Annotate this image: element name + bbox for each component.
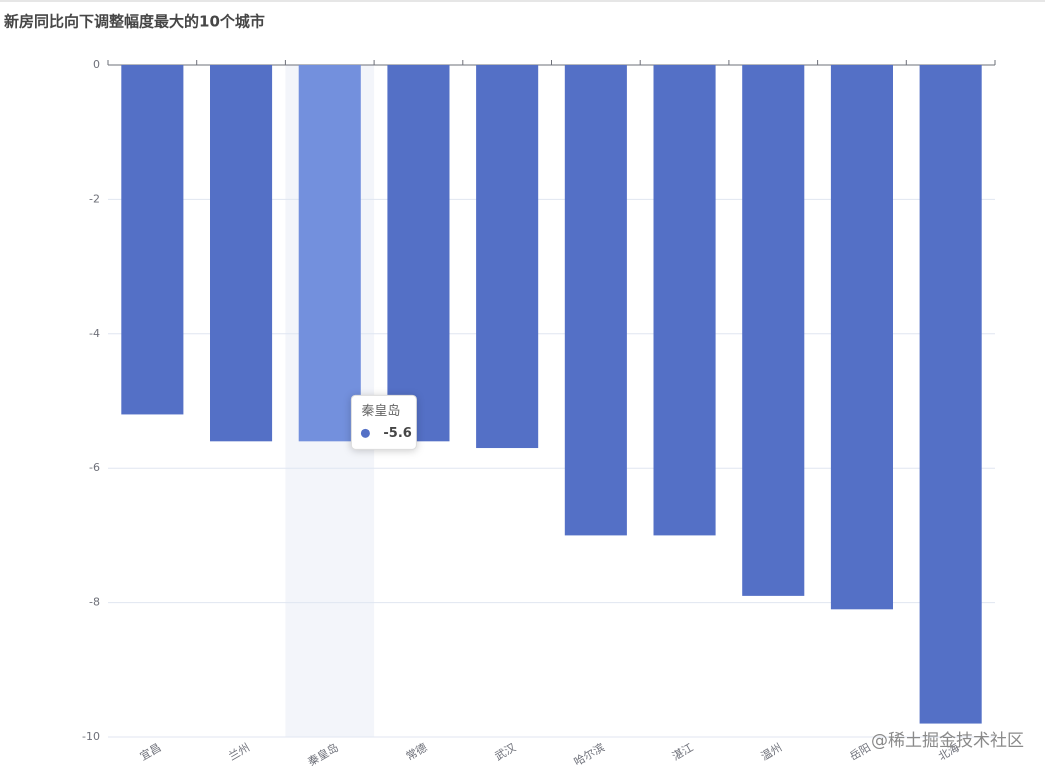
x-tick-label: 湛江	[670, 741, 696, 763]
x-tick-label: 常德	[403, 740, 429, 763]
tooltip-dot	[360, 428, 370, 438]
x-tick-label: 武汉	[493, 741, 519, 763]
bar	[564, 65, 627, 536]
y-tick-label: -8	[89, 596, 100, 609]
tooltip: 秦皇岛 -5.6	[350, 394, 417, 450]
watermark: @稀土掘金技术社区	[871, 731, 1024, 751]
bar	[476, 65, 539, 449]
bar	[830, 65, 893, 610]
bar	[742, 65, 805, 596]
top-border	[0, 0, 1045, 2]
bar	[919, 65, 982, 724]
chart-title: 新房同比向下调整幅度最大的10个城市	[4, 13, 265, 31]
bar	[387, 65, 450, 442]
bar	[653, 65, 716, 536]
y-tick-label: -4	[89, 327, 100, 340]
bar	[121, 65, 184, 415]
y-tick-label: -10	[82, 730, 100, 743]
y-tick-label: -2	[89, 192, 100, 205]
y-tick-label: -6	[89, 461, 100, 474]
x-tick-label: 秦皇岛	[305, 740, 341, 769]
y-tick-label: 0	[93, 58, 100, 71]
x-tick-label: 哈尔滨	[571, 740, 607, 769]
x-tick-label: 岳阳	[847, 741, 873, 763]
x-tick-label: 兰州	[226, 741, 252, 763]
tooltip-title: 秦皇岛	[361, 403, 400, 419]
tooltip-value: -5.6	[383, 426, 411, 441]
x-tick-label: 宜昌	[137, 740, 163, 763]
bar	[210, 65, 273, 442]
bar	[298, 65, 361, 442]
x-tick-label: 温州	[759, 741, 785, 763]
